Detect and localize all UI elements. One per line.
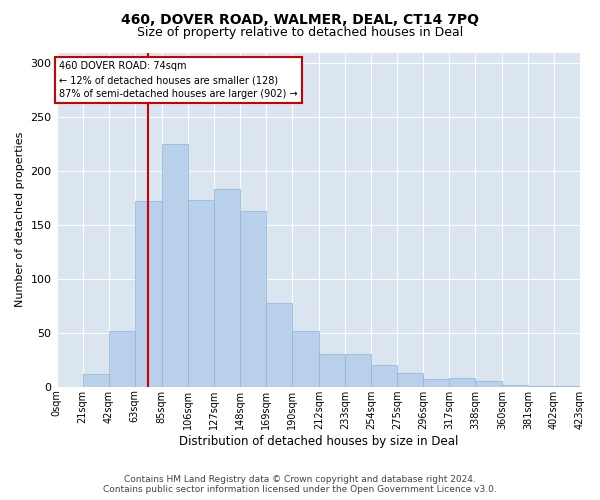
Text: Contains HM Land Registry data © Crown copyright and database right 2024.
Contai: Contains HM Land Registry data © Crown c… xyxy=(103,474,497,494)
Y-axis label: Number of detached properties: Number of detached properties xyxy=(15,132,25,308)
Bar xyxy=(292,330,319,386)
Text: 460, DOVER ROAD, WALMER, DEAL, CT14 7PQ: 460, DOVER ROAD, WALMER, DEAL, CT14 7PQ xyxy=(121,12,479,26)
Bar xyxy=(345,354,371,386)
Bar xyxy=(239,211,266,386)
Bar xyxy=(371,365,397,386)
Bar xyxy=(214,190,239,386)
Bar xyxy=(83,374,109,386)
Bar xyxy=(109,330,134,386)
Bar xyxy=(134,202,162,386)
Bar xyxy=(423,379,449,386)
Text: Size of property relative to detached houses in Deal: Size of property relative to detached ho… xyxy=(137,26,463,39)
Bar xyxy=(502,384,528,386)
Bar xyxy=(449,378,475,386)
X-axis label: Distribution of detached houses by size in Deal: Distribution of detached houses by size … xyxy=(179,434,458,448)
Text: 460 DOVER ROAD: 74sqm
← 12% of detached houses are smaller (128)
87% of semi-det: 460 DOVER ROAD: 74sqm ← 12% of detached … xyxy=(59,61,298,99)
Bar xyxy=(162,144,188,386)
Bar xyxy=(188,200,214,386)
Bar xyxy=(397,372,423,386)
Bar xyxy=(475,382,502,386)
Bar xyxy=(266,302,292,386)
Bar xyxy=(319,354,345,386)
